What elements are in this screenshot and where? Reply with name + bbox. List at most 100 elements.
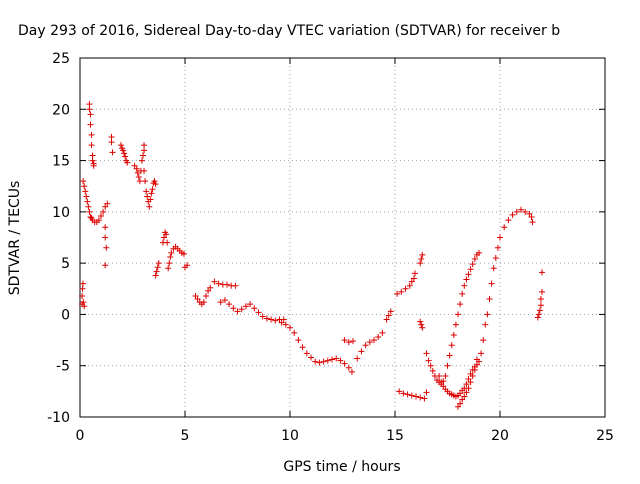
- data-point: [488, 280, 495, 287]
- data-point: [539, 288, 545, 295]
- data-point: [537, 302, 544, 309]
- data-point: [345, 339, 352, 346]
- data-point: [124, 159, 131, 166]
- data-point: [408, 392, 415, 399]
- data-point: [467, 379, 474, 386]
- data-point: [490, 265, 497, 272]
- data-point: [457, 390, 464, 397]
- data-point: [473, 356, 480, 363]
- data-point: [131, 162, 138, 169]
- data-point: [398, 288, 405, 295]
- data-point: [421, 395, 428, 402]
- data-point: [87, 121, 94, 128]
- data-point: [513, 208, 520, 215]
- data-point: [497, 234, 503, 241]
- data-point: [81, 183, 88, 190]
- data-point: [529, 219, 536, 226]
- data-point: [463, 276, 470, 283]
- data-point: [221, 297, 228, 304]
- data-point: [242, 303, 249, 310]
- data-point: [400, 390, 407, 397]
- data-point: [200, 299, 207, 306]
- data-point: [95, 217, 102, 224]
- data-point: [89, 152, 96, 159]
- data-point: [79, 280, 86, 287]
- data-point: [80, 178, 87, 185]
- data-point: [238, 306, 245, 313]
- data-point: [417, 318, 424, 325]
- data-point: [518, 206, 524, 213]
- data-point: [467, 266, 474, 273]
- data-point: [146, 203, 153, 210]
- data-point: [419, 251, 426, 258]
- data-point: [272, 317, 279, 324]
- x-tick-label: 10: [281, 428, 299, 444]
- data-point: [152, 272, 159, 279]
- data-point: [83, 193, 90, 200]
- x-tick-label: 0: [76, 428, 85, 444]
- data-point: [537, 296, 544, 303]
- data-point: [385, 312, 392, 319]
- data-point: [224, 281, 230, 288]
- data-point: [320, 358, 327, 365]
- data-point: [536, 307, 543, 314]
- data-point: [82, 188, 89, 195]
- data-point: [102, 234, 109, 241]
- data-point: [255, 309, 262, 316]
- data-point: [341, 337, 348, 344]
- data-point: [476, 249, 482, 256]
- data-point: [463, 381, 470, 388]
- data-point: [469, 261, 476, 268]
- data-point: [348, 368, 355, 375]
- data-point: [438, 379, 445, 386]
- data-point: [350, 338, 356, 345]
- data-point: [167, 253, 174, 260]
- data-point: [147, 196, 154, 203]
- data-point: [366, 339, 373, 346]
- y-tick-label: -10: [47, 410, 70, 426]
- data-point: [217, 299, 224, 306]
- data-point: [473, 361, 480, 368]
- data-point: [463, 389, 470, 396]
- data-point: [465, 385, 472, 392]
- data-point: [539, 269, 545, 276]
- data-point: [207, 284, 214, 291]
- data-point: [417, 394, 424, 401]
- data-point: [79, 292, 86, 299]
- data-point: [88, 142, 95, 149]
- y-axis-label: SDTVAR / TECUs: [7, 181, 23, 296]
- data-point: [103, 244, 110, 251]
- data-point: [166, 260, 173, 267]
- data-point: [163, 231, 170, 238]
- data-point: [151, 178, 158, 185]
- data-point: [89, 157, 96, 164]
- y-tick-label: 0: [61, 307, 70, 323]
- data-point: [452, 321, 459, 328]
- data-point: [408, 278, 415, 285]
- data-point: [180, 250, 187, 257]
- data-point: [427, 362, 434, 369]
- data-point: [117, 142, 124, 149]
- y-tick-label: 25: [52, 51, 70, 67]
- data-point: [375, 333, 382, 340]
- y-tick-label: 10: [52, 205, 70, 221]
- data-point: [282, 321, 289, 328]
- data-point: [194, 296, 201, 303]
- data-point: [87, 213, 94, 220]
- data-point: [522, 208, 529, 215]
- data-point: [104, 200, 111, 207]
- data-point: [120, 147, 127, 154]
- data-point: [534, 314, 541, 321]
- data-point: [144, 193, 151, 200]
- data-point: [108, 139, 115, 146]
- data-point: [324, 357, 331, 364]
- data-point: [122, 153, 129, 160]
- data-point: [141, 147, 148, 154]
- data-point: [459, 396, 466, 403]
- data-point: [230, 305, 237, 312]
- data-point: [81, 303, 88, 310]
- data-point: [102, 224, 109, 231]
- data-point: [429, 367, 436, 374]
